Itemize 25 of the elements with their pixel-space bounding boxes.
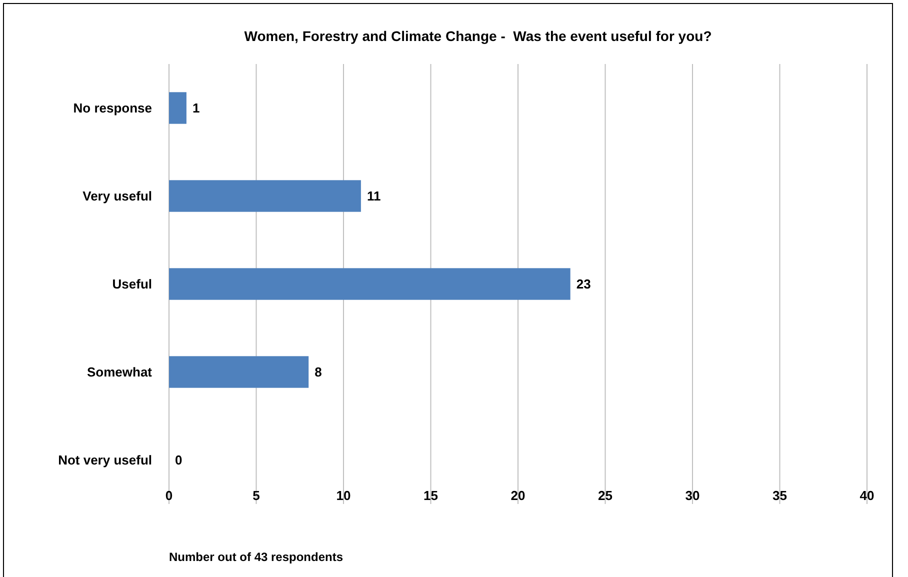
y-tick-label: Somewhat: [86, 364, 153, 380]
data-label: 0: [175, 452, 182, 468]
x-axis-title: Number out of 43 respondents: [169, 550, 344, 564]
x-tick-label: 35: [772, 488, 787, 503]
x-tick-label: 15: [424, 488, 438, 503]
chart-title: Women, Forestry and Climate Change - Was the event useful for you?: [244, 28, 712, 44]
x-tick-label: 30: [685, 488, 700, 503]
bar: [169, 180, 361, 212]
y-tick-label: Very useful: [82, 188, 152, 204]
y-tick-label: No response: [73, 100, 152, 116]
x-tick-label: 5: [252, 488, 260, 503]
data-label: 1: [192, 100, 200, 116]
bar: [169, 268, 570, 300]
data-label: 11: [366, 188, 381, 204]
x-tick-label: 20: [510, 488, 526, 503]
bar: [169, 356, 309, 388]
bar: [169, 92, 186, 124]
x-tick-label: 25: [598, 488, 612, 503]
y-tick-label: Not very useful: [58, 452, 152, 468]
y-tick-label: Useful: [112, 276, 152, 292]
data-label: 8: [314, 364, 322, 380]
x-tick-label: 40: [860, 488, 874, 503]
x-tick-label: 10: [336, 488, 351, 503]
data-label: 23: [576, 276, 591, 292]
x-tick-label: 0: [165, 488, 173, 503]
